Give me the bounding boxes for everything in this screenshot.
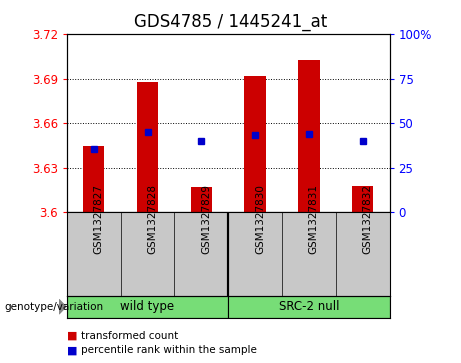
Text: genotype/variation: genotype/variation [5, 302, 104, 312]
Bar [137, 82, 158, 212]
Text: percentile rank within the sample: percentile rank within the sample [81, 345, 257, 355]
Bar [83, 146, 105, 212]
Polygon shape [59, 299, 66, 314]
Text: GSM1327828: GSM1327828 [148, 184, 158, 254]
Text: GSM1327832: GSM1327832 [363, 184, 372, 254]
Text: ■: ■ [67, 345, 77, 355]
Text: ■: ■ [67, 331, 77, 341]
Text: transformed count: transformed count [81, 331, 178, 341]
Text: GSM1327827: GSM1327827 [94, 184, 104, 254]
Bar [352, 186, 373, 212]
Bar [190, 187, 212, 212]
Text: GDS4785 / 1445241_at: GDS4785 / 1445241_at [134, 13, 327, 31]
Text: GSM1327831: GSM1327831 [309, 184, 319, 254]
Text: SRC-2 null: SRC-2 null [278, 300, 339, 313]
Text: wild type: wild type [120, 300, 175, 313]
Text: GSM1327829: GSM1327829 [201, 184, 211, 254]
Bar [244, 76, 266, 212]
Text: GSM1327830: GSM1327830 [255, 184, 265, 254]
Bar [298, 60, 319, 212]
Bar [228, 296, 390, 318]
Bar [67, 296, 228, 318]
